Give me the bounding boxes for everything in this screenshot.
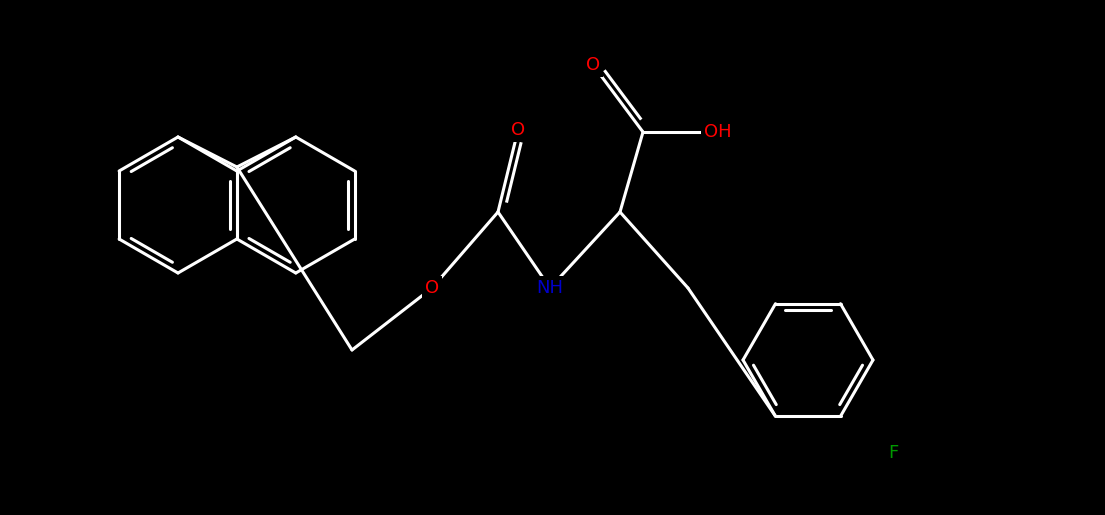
Text: O: O <box>586 56 600 74</box>
Text: NH: NH <box>537 279 564 297</box>
Text: OH: OH <box>704 123 732 141</box>
Text: O: O <box>511 121 525 139</box>
Text: F: F <box>888 444 898 462</box>
Text: O: O <box>425 279 439 297</box>
